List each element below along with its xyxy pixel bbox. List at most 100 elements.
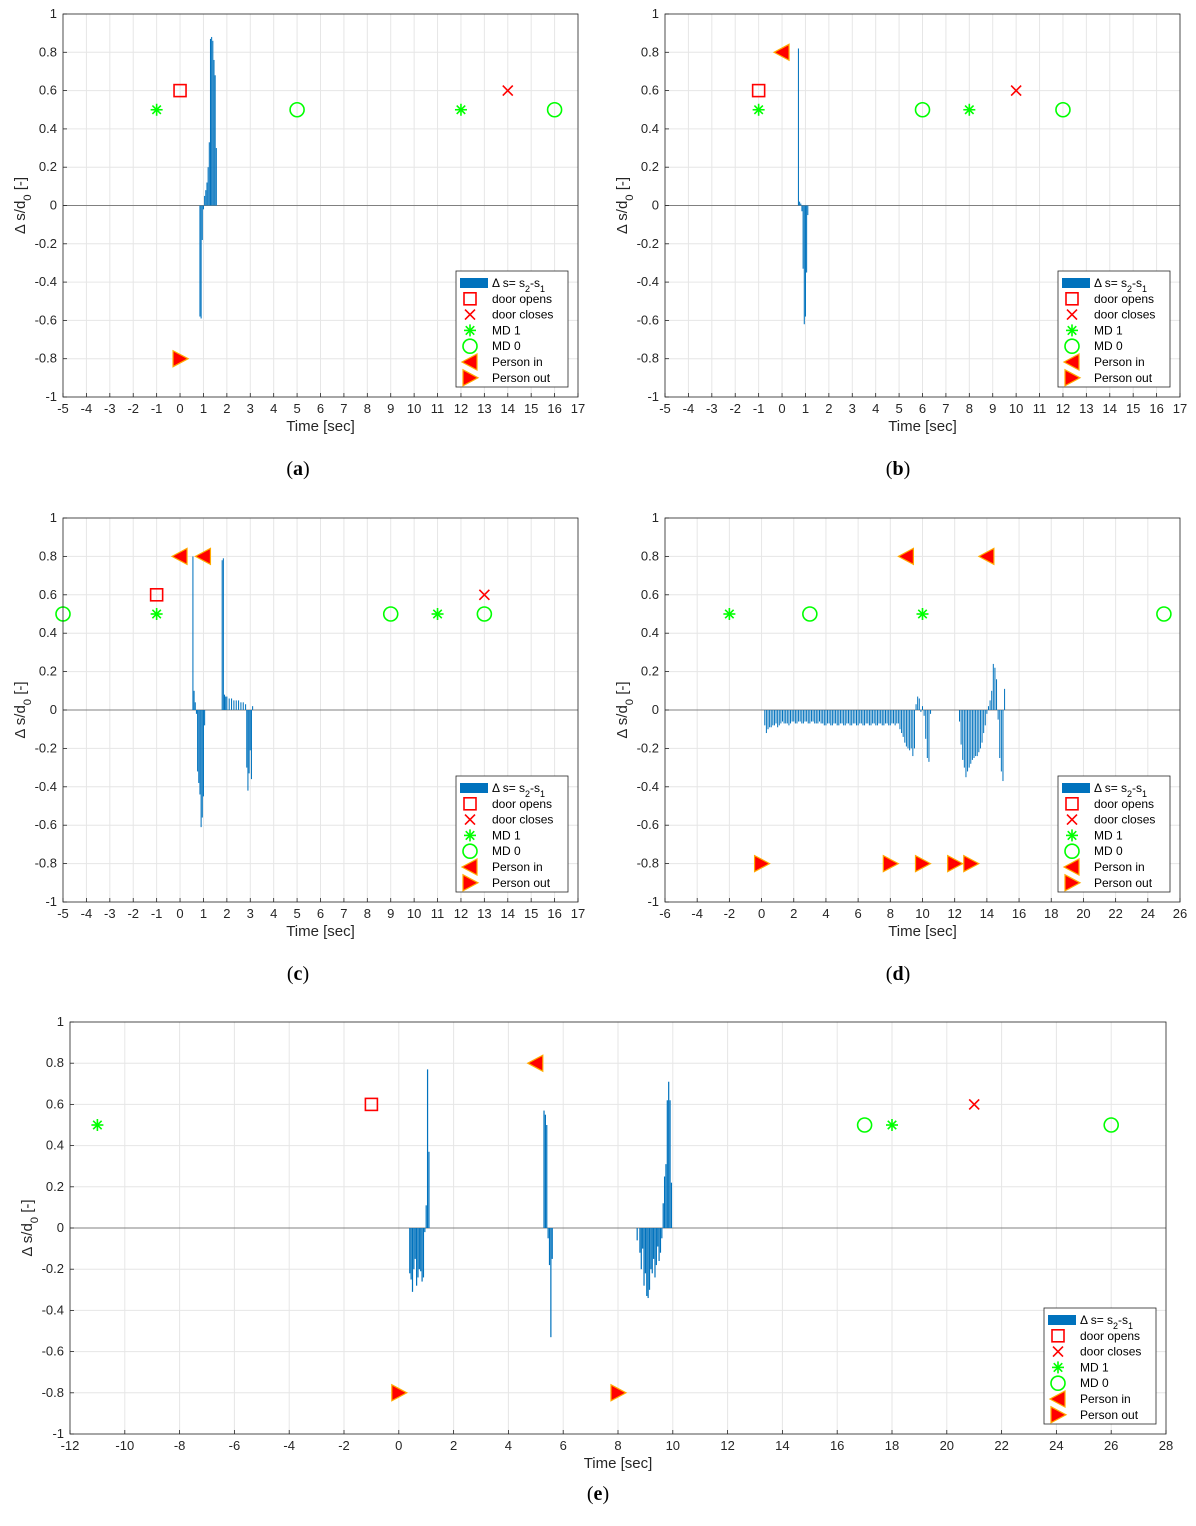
bar [904, 710, 906, 743]
x-tick-label: 18 [1044, 906, 1058, 921]
bar [546, 1125, 548, 1228]
bar [195, 710, 197, 714]
legend-circle-marker [462, 338, 478, 355]
legend-label: Person out [1080, 1408, 1139, 1422]
bar [650, 1228, 652, 1270]
y-tick-label: -0.8 [637, 856, 659, 871]
bar [846, 710, 848, 724]
person-out-marker [172, 349, 190, 368]
legend-label: Δ s= s2-s1 [492, 781, 545, 799]
bar [918, 698, 920, 710]
bar [791, 710, 793, 722]
md1-marker [150, 103, 163, 116]
x-tick-label: -4 [81, 906, 93, 921]
x-tick-label: 6 [919, 401, 926, 416]
x-tick-label: 16 [547, 401, 561, 416]
x-tick-label: 10 [407, 401, 421, 416]
x-tick-label: 8 [887, 906, 894, 921]
x-tick-label: 10 [407, 906, 421, 921]
bar [214, 75, 216, 206]
x-tick-label: 3 [849, 401, 856, 416]
x-axis-label: Time [sec] [286, 923, 355, 940]
legend-label: Δ s= s2-s1 [1080, 1313, 1133, 1331]
y-tick-label: 0 [652, 702, 659, 717]
x-tick-label: 12 [947, 906, 961, 921]
legend-label: Person in [1094, 860, 1145, 874]
legend-label: MD 0 [492, 339, 521, 353]
legend-label: MD 0 [492, 844, 521, 858]
md0-marker [1055, 101, 1071, 118]
bar [775, 710, 777, 724]
x-tick-label: 24 [1049, 1438, 1063, 1453]
x-tick-label: 0 [778, 401, 785, 416]
bar [979, 710, 981, 749]
bar [819, 710, 820, 722]
bar [211, 36, 213, 206]
legend-bar-swatch [1048, 1315, 1076, 1325]
bar [875, 710, 877, 726]
legend-star-marker [1066, 829, 1078, 842]
bar [959, 710, 961, 722]
bar [225, 696, 227, 710]
bar [199, 710, 201, 795]
x-tick-label: -1 [151, 906, 163, 921]
bar [814, 710, 816, 724]
x-axis-label: Time [sec] [584, 1455, 653, 1472]
x-tick-label: 2 [825, 401, 832, 416]
chart-panel: -5 -4 -3 -2 -1 0 1 2 3 4 5 6 7 8 9 10 11 12 13 14 15 16 17-1-0… [12, 6, 585, 480]
legend-star-marker [464, 324, 476, 337]
bar [238, 700, 240, 710]
bar [915, 704, 917, 710]
legend-label: Person out [492, 371, 551, 385]
bar [653, 1228, 655, 1259]
md1-marker [886, 1119, 898, 1131]
y-axis-label: Δ s/d0 [-] [614, 177, 636, 234]
x-tick-label: 1 [802, 401, 809, 416]
bar [872, 710, 874, 724]
bar [551, 1228, 553, 1259]
x-tick-label: 22 [1108, 906, 1122, 921]
x-tick-label: 0 [758, 906, 765, 921]
md0-marker [546, 101, 563, 118]
x-tick-label: 20 [1076, 906, 1090, 921]
y-tick-label: 1 [652, 510, 659, 525]
bar [844, 710, 846, 726]
y-tick-label: 0.8 [39, 548, 57, 563]
bar [201, 710, 203, 818]
legend-label: Person in [492, 355, 543, 369]
x-tick-label: 16 [547, 906, 561, 921]
bar [411, 1228, 414, 1292]
bar [835, 710, 837, 724]
md1-marker [963, 103, 976, 116]
door-closes-marker [968, 1098, 980, 1110]
bar [996, 679, 998, 710]
bar [242, 702, 244, 710]
bar [205, 190, 207, 206]
legend-label: Person out [1094, 876, 1153, 890]
y-tick-label: -1 [45, 894, 57, 909]
bar [209, 38, 211, 206]
x-tick-label: 7 [942, 401, 949, 416]
bar [847, 710, 849, 724]
person-out-marker [610, 1383, 628, 1402]
y-axis-label: Δ s/d0 [-] [12, 177, 34, 234]
bar [213, 59, 215, 206]
bar [922, 706, 923, 710]
bar [836, 710, 838, 726]
bar [764, 710, 766, 726]
bar [878, 710, 880, 724]
y-tick-label: -0.2 [35, 236, 57, 251]
bar [200, 710, 202, 828]
x-tick-label: -3 [104, 906, 116, 921]
bar [886, 710, 888, 724]
y-tick-label: 0.4 [641, 121, 659, 136]
md0-marker [914, 101, 931, 118]
bar [202, 205, 204, 210]
bar [807, 710, 809, 724]
legend-label: Person in [1094, 355, 1145, 369]
bar [859, 710, 861, 724]
bar [665, 1164, 667, 1228]
x-tick-label: -2 [127, 401, 139, 416]
bar [639, 1228, 641, 1253]
bar [655, 1228, 657, 1266]
